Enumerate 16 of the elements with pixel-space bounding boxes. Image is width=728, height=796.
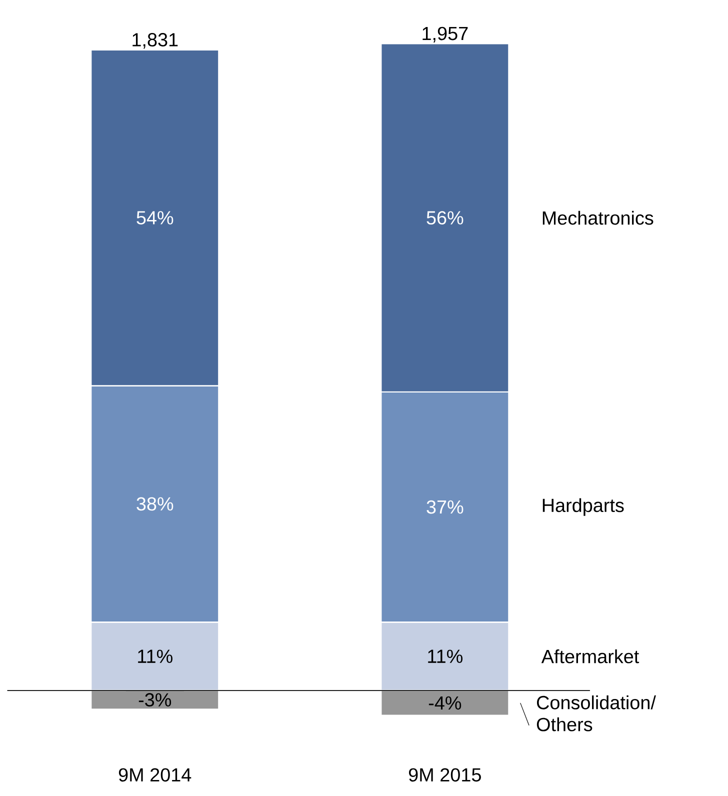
data-label: 11% <box>138 650 172 663</box>
series-label: Aftermarket <box>541 649 640 664</box>
data-label: 56% <box>426 211 464 225</box>
x-tick-label: 9M 2014 <box>118 768 192 782</box>
series-label: Consolidation/ Others <box>536 695 656 732</box>
data-label: 37% <box>426 500 464 514</box>
annotation: 1,957 <box>422 26 468 42</box>
data-label: -3% <box>138 693 172 707</box>
series-label: Mechatronics <box>542 210 654 225</box>
annotation: 1,831 <box>132 33 178 49</box>
x-tick-label: 9M 2015 <box>408 768 481 782</box>
data-label: -4% <box>428 696 462 710</box>
data-label: 11% <box>428 650 462 663</box>
data-label: 54% <box>136 211 174 224</box>
series-label: Hardparts <box>542 498 624 516</box>
data-label: 38% <box>136 497 174 511</box>
